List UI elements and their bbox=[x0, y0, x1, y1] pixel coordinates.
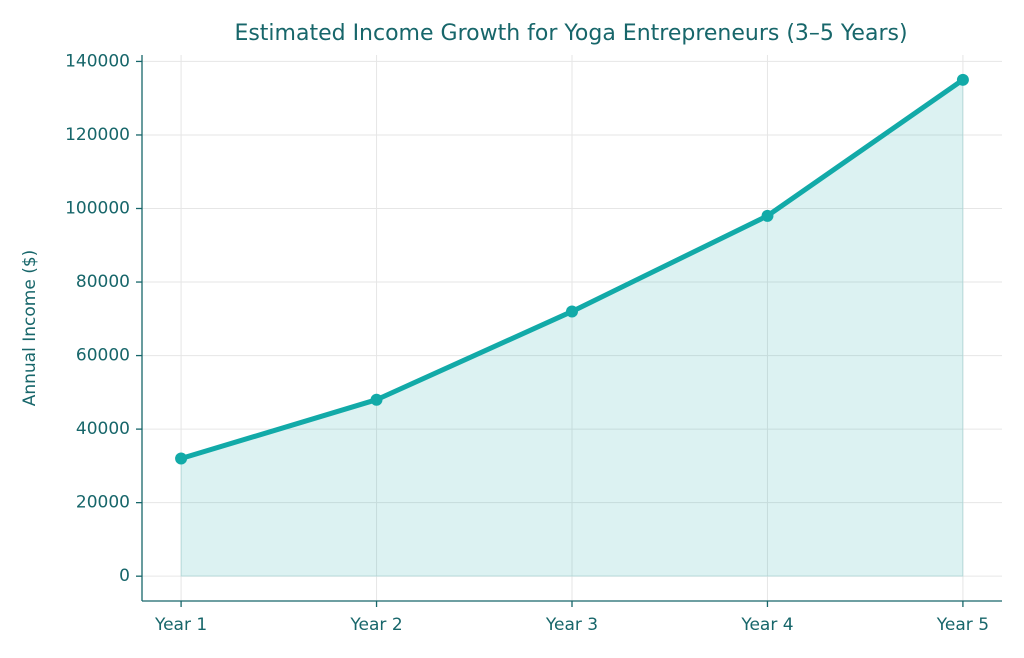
point bbox=[370, 393, 383, 406]
x-tick-label: Year 1 bbox=[154, 615, 207, 635]
y-tick-label: 0 bbox=[119, 566, 130, 586]
point bbox=[175, 452, 188, 465]
x-tick-label: Year 5 bbox=[936, 615, 989, 635]
x-tick-label: Year 2 bbox=[349, 615, 402, 635]
y-tick-label: 20000 bbox=[76, 493, 130, 513]
chart-title: Estimated Income Growth for Yoga Entrepr… bbox=[234, 21, 907, 46]
y-tick-label: 80000 bbox=[76, 272, 130, 292]
y-tick-label: 100000 bbox=[65, 199, 130, 219]
point bbox=[566, 305, 578, 318]
y-tick-label: 40000 bbox=[76, 419, 130, 439]
x-tick-label: Year 3 bbox=[545, 615, 598, 635]
y-tick-label: 140000 bbox=[65, 51, 130, 71]
point bbox=[956, 73, 969, 86]
y-axis-label: Annual Income ($) bbox=[20, 250, 40, 407]
x-tick-label: Year 4 bbox=[740, 615, 793, 635]
point bbox=[761, 209, 774, 222]
y-tick-label: 60000 bbox=[76, 346, 130, 366]
y-tick-label: 120000 bbox=[65, 125, 130, 145]
